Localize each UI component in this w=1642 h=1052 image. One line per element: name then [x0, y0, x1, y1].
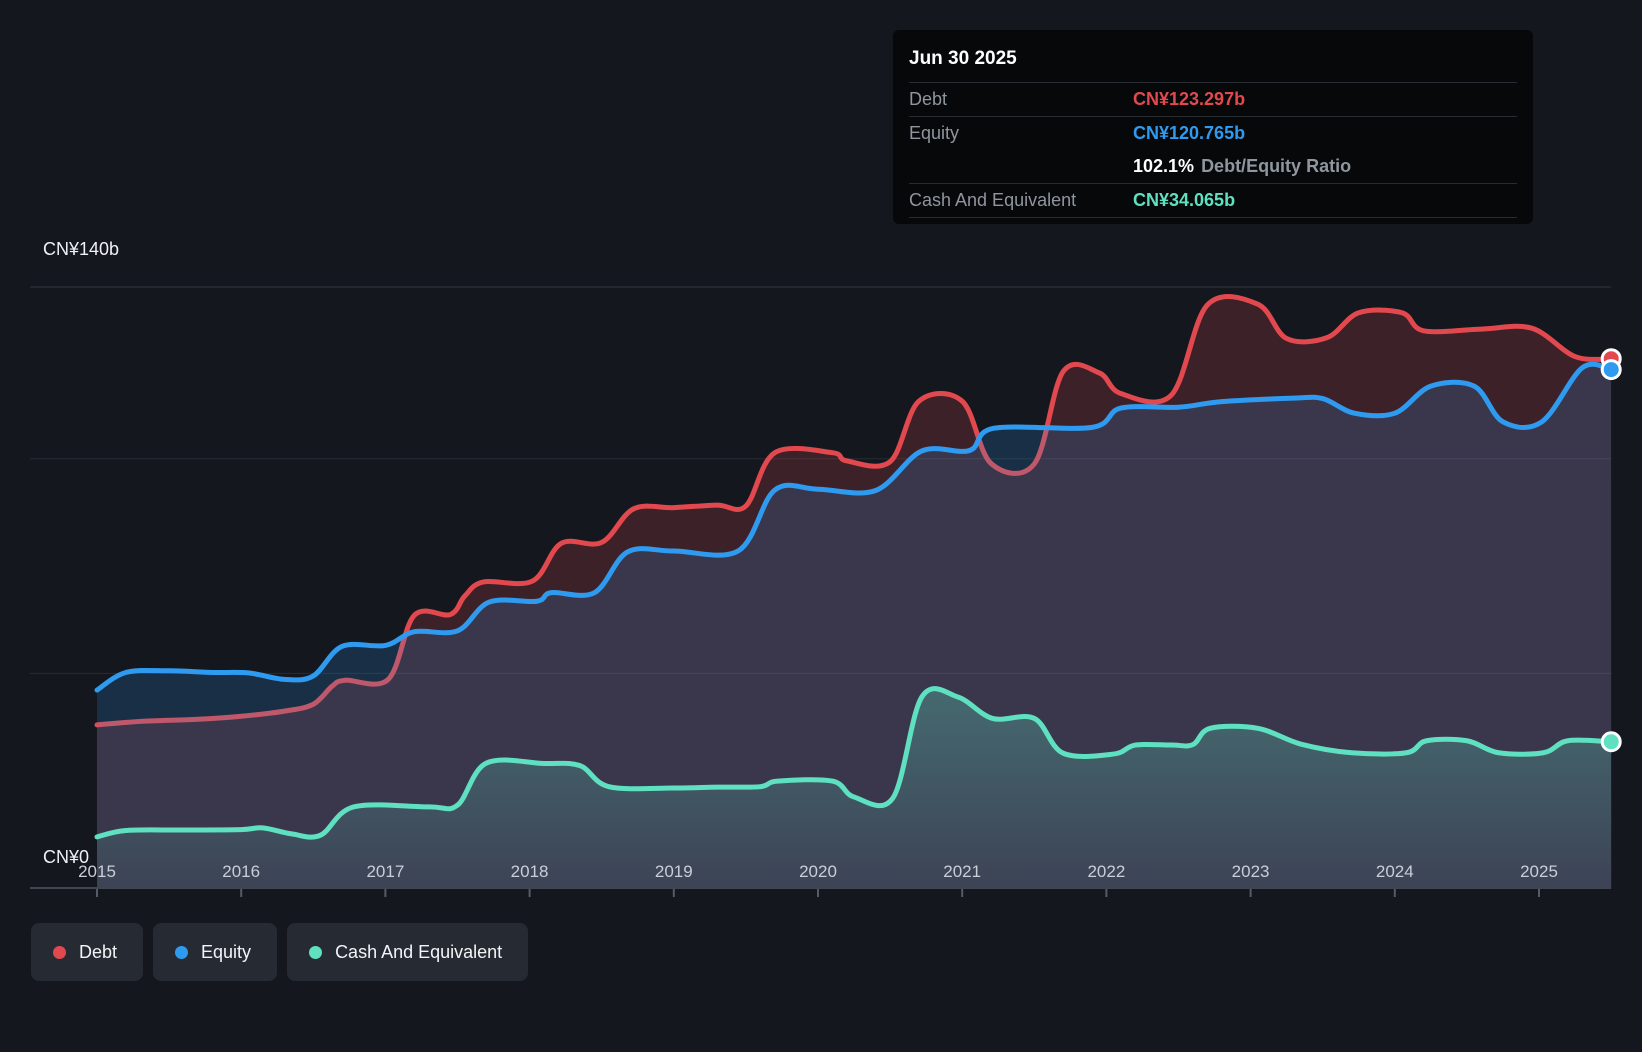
ratio-label: Debt/Equity Ratio: [1201, 156, 1352, 176]
x-axis-label-2017: 2017: [366, 862, 405, 881]
legend-item-cash[interactable]: Cash And Equivalent: [287, 923, 529, 981]
divider: [909, 82, 1517, 83]
x-axis-label-2021: 2021: [943, 862, 982, 881]
divider: [909, 217, 1517, 218]
equity-end-marker[interactable]: [1600, 359, 1622, 381]
x-axis-label-2015: 2015: [78, 862, 116, 881]
cash-line[interactable]: [94, 686, 1614, 840]
cash-area: [97, 688, 1612, 888]
cash-end-marker[interactable]: [1600, 731, 1622, 753]
tooltip-row-equity: Equity CN¥120.765b: [909, 117, 1517, 150]
tooltip-row-ratio: 102.1% Debt/Equity Ratio: [909, 150, 1517, 183]
x-axis-label-2019: 2019: [654, 862, 693, 881]
legend-label: Cash And Equivalent: [335, 941, 503, 962]
ratio-value: 102.1%: [1133, 156, 1195, 176]
debt-line[interactable]: [94, 294, 1614, 728]
legend-item-debt[interactable]: Debt: [31, 923, 144, 981]
x-axis-label-2022: 2022: [1087, 862, 1126, 881]
tooltip-date: Jun 30 2025: [909, 48, 1017, 69]
divider: [909, 116, 1517, 117]
legend-item-equity[interactable]: Equity: [153, 923, 278, 981]
debt-value: CN¥123.297b: [1133, 89, 1246, 109]
legend-label: Debt: [79, 941, 118, 962]
equity-value: CN¥120.765b: [1133, 123, 1246, 143]
tooltip-row-cash: Cash And Equivalent CN¥34.065b: [909, 184, 1517, 217]
y-axis-max-label: CN¥140b: [43, 239, 120, 259]
debt-label: Debt: [909, 89, 948, 109]
debt-legend-dot-icon: [53, 945, 66, 959]
x-axis-label-2016: 2016: [222, 862, 261, 881]
equity-line[interactable]: [94, 361, 1614, 693]
cash-value: CN¥34.065b: [1133, 190, 1236, 210]
legend-label: Equity: [201, 941, 252, 962]
chart-legend: Debt Equity Cash And Equivalent: [31, 923, 529, 981]
x-axis-label-2020: 2020: [799, 862, 837, 881]
chart-tooltip: Jun 30 2025 Debt CN¥123.297b Equity CN¥1…: [893, 30, 1533, 224]
x-axis-label-2023: 2023: [1231, 862, 1270, 881]
x-axis-label-2025: 2025: [1520, 862, 1558, 881]
cash-legend-dot-icon: [309, 945, 323, 959]
equity-legend-dot-icon: [175, 945, 189, 959]
tooltip-row-debt: Debt CN¥123.297b: [909, 83, 1517, 116]
cash-label: Cash And Equivalent: [909, 190, 1077, 210]
equity-label: Equity: [909, 123, 960, 143]
x-axis-label-2018: 2018: [510, 862, 549, 881]
divider: [909, 183, 1517, 184]
y-axis-zero-label: CN¥0: [43, 847, 90, 867]
x-axis-label-2024: 2024: [1375, 862, 1414, 881]
